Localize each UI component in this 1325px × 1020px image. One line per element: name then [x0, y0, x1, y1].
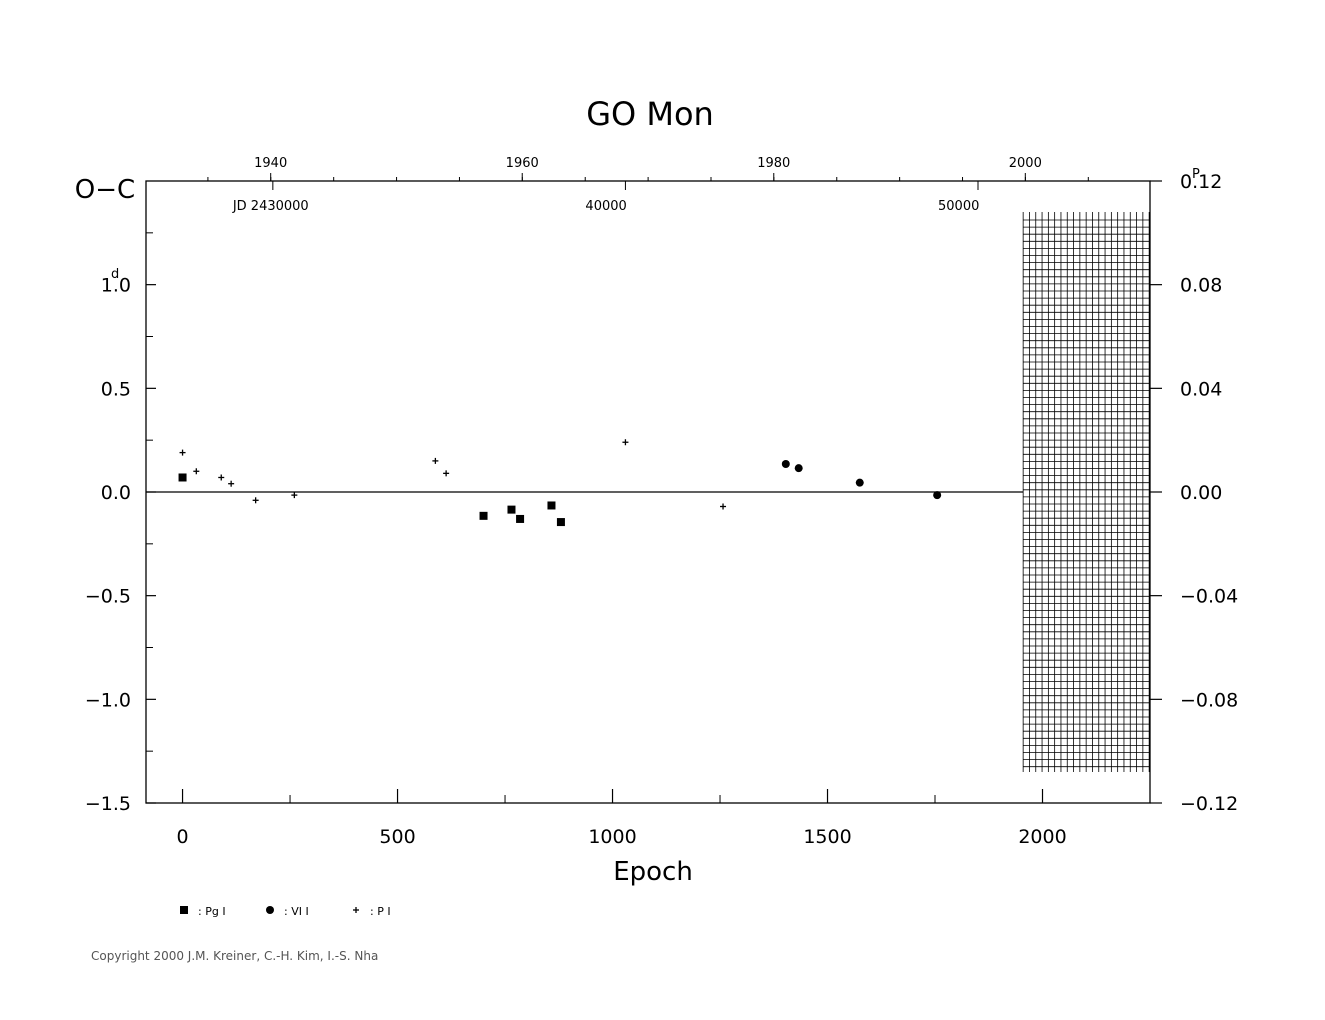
year-tick-label: 1980: [757, 156, 790, 171]
data-point-square: [556, 518, 565, 527]
y2-tick-label: −0.08: [1180, 689, 1238, 711]
x-axis-label: Epoch: [613, 857, 693, 887]
data-point-circle: [933, 491, 942, 500]
data-point-plus: [179, 449, 186, 456]
legend: : Pg I : VI I : P I: [180, 905, 391, 918]
data-point-circle: [781, 460, 790, 469]
y2-tick-label: −0.12: [1180, 793, 1238, 815]
data-point-plus: [291, 492, 298, 499]
y-tick-label: 0.5: [101, 378, 131, 400]
y-axis-label: O−C: [75, 175, 135, 205]
jd-tick-label: JD 2430000: [232, 199, 309, 214]
y-tick-label: 1.0: [101, 275, 131, 297]
y2-tick-label: 0.04: [1180, 378, 1222, 400]
x-tick-label: 500: [379, 826, 415, 848]
data-point-plus: [193, 468, 200, 475]
future-grid-region: [1022, 212, 1150, 772]
x-tick-label: 1500: [803, 826, 851, 848]
data-point-plus: [228, 480, 235, 487]
y-tick-label: −0.5: [85, 586, 131, 608]
axes: 0 500 1000 1500 2000 −1.5 −1.0 −0.5 0.0 0.5 1.0 −0.…: [85, 156, 1238, 848]
y2-tick-label: 0.08: [1180, 275, 1222, 297]
y2-tick-label: 0.00: [1180, 482, 1222, 504]
copyright-text: Copyright 2000 J.M. Kreiner, C.-H. Kim, …: [91, 949, 379, 963]
data-point-circle: [266, 906, 274, 914]
data-point-plus: [432, 457, 439, 464]
data-point-square: [547, 501, 556, 510]
year-tick-label: 1960: [506, 156, 539, 171]
legend-label: : Pg I: [198, 905, 226, 918]
legend-label: : P I: [370, 905, 391, 918]
x-tick-label: 1000: [588, 826, 636, 848]
data-point-square: [479, 511, 488, 520]
data-points: [178, 439, 942, 527]
data-point-square: [180, 906, 188, 914]
data-point-plus: [353, 907, 359, 913]
data-point-square: [178, 473, 187, 482]
year-tick-label: 2000: [1009, 156, 1042, 171]
x-tick-label: 0: [177, 826, 189, 848]
y-unit-label: d: [111, 267, 119, 282]
data-point-plus: [218, 474, 225, 481]
y2-tick-label: −0.04: [1180, 586, 1238, 608]
data-point-plus: [622, 439, 629, 446]
y-tick-label: −1.5: [85, 793, 131, 815]
jd-tick-label: 40000: [585, 199, 626, 214]
data-point-square: [507, 505, 516, 514]
data-point-square: [516, 514, 525, 523]
y-tick-label: 0.0: [101, 482, 131, 504]
y-tick-label: −1.0: [85, 689, 131, 711]
jd-tick-label: 50000: [938, 199, 979, 214]
data-point-plus: [443, 470, 450, 477]
data-point-circle: [794, 464, 803, 473]
y2-unit-label: P: [1192, 167, 1200, 182]
data-point-circle: [855, 478, 864, 487]
data-point-plus: [720, 503, 727, 510]
data-point-plus: [252, 497, 259, 504]
chart-title: GO Mon: [586, 95, 714, 133]
year-tick-label: 1940: [254, 156, 287, 171]
x-tick-label: 2000: [1018, 826, 1066, 848]
y2-tick-label: 0.12: [1180, 171, 1222, 193]
legend-label: : VI I: [284, 905, 309, 918]
